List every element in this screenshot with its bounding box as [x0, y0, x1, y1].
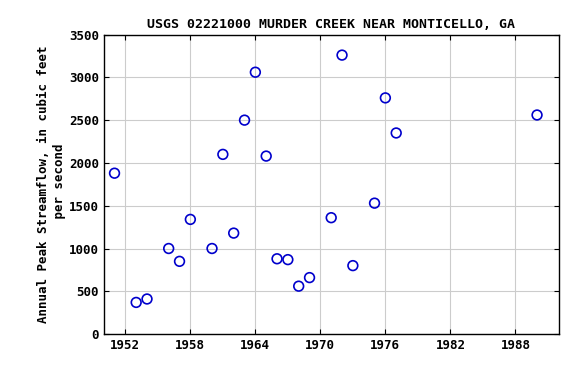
Point [131, 300, 141, 306]
Point [338, 52, 347, 58]
Point [327, 215, 336, 221]
Point [207, 245, 217, 252]
Title: USGS 02221000 MURDER CREEK NEAR MONTICELLO, GA: USGS 02221000 MURDER CREEK NEAR MONTICEL… [147, 18, 515, 31]
Point [240, 117, 249, 123]
Point [283, 257, 293, 263]
Point [272, 256, 282, 262]
Point [142, 296, 151, 302]
Point [381, 95, 390, 101]
Point [532, 112, 541, 118]
Point [348, 263, 358, 269]
Point [175, 258, 184, 265]
Point [218, 151, 228, 157]
Point [392, 130, 401, 136]
Y-axis label: Annual Peak Streamflow, in cubic feet
 per second: Annual Peak Streamflow, in cubic feet pe… [37, 46, 66, 323]
Point [110, 170, 119, 176]
Point [229, 230, 238, 236]
Point [185, 216, 195, 222]
Point [370, 200, 379, 206]
Point [294, 283, 304, 289]
Point [305, 275, 314, 281]
Point [164, 245, 173, 252]
Point [251, 69, 260, 75]
Point [262, 153, 271, 159]
